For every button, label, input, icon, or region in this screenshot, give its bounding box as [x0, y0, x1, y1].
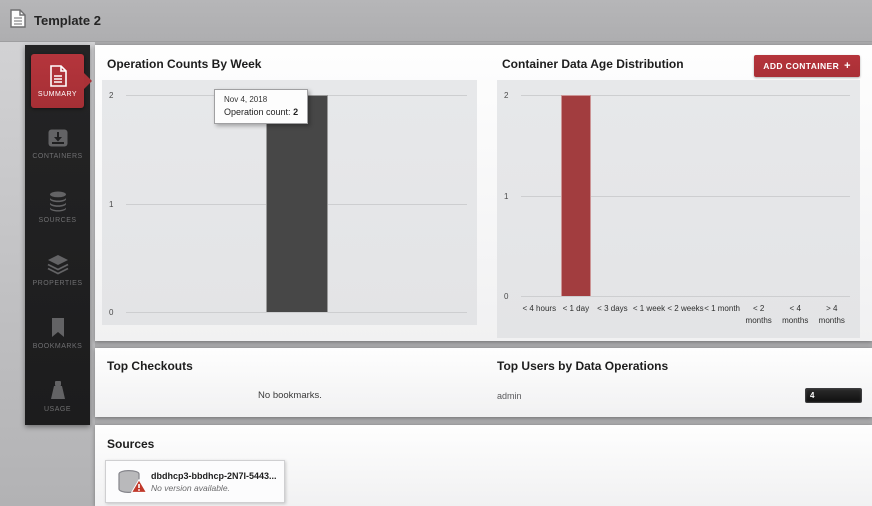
- warning-icon: [130, 478, 148, 498]
- stats-panel: Top Checkouts No bookmarks. Top Users by…: [95, 348, 872, 417]
- bar-slot: [631, 95, 668, 296]
- app-header: Template 2: [0, 0, 872, 42]
- top-checkouts-title: Top Checkouts: [107, 359, 193, 373]
- y-axis-tick: 1: [109, 199, 114, 209]
- gridline: [521, 296, 850, 297]
- sidebar-item-usage[interactable]: USAGE: [25, 368, 90, 424]
- x-axis-label: > 4 months: [818, 304, 845, 325]
- x-axis-label: < 3 days: [597, 304, 628, 313]
- y-axis-tick: 1: [504, 191, 509, 201]
- add-container-button[interactable]: ADD CONTAINER +: [754, 55, 860, 77]
- source-database-icon: [116, 469, 148, 495]
- operations-count-value: 4: [810, 391, 815, 400]
- y-axis-tick: 2: [109, 91, 114, 100]
- operations-count-bar: 4: [805, 388, 862, 403]
- sidebar-item-label: USAGE: [43, 405, 71, 413]
- gridline: [126, 312, 467, 313]
- x-axis-label: < 1 week: [632, 304, 666, 313]
- bar[interactable]: [560, 95, 591, 296]
- layers-icon: [47, 254, 69, 275]
- sidebar-item-containers[interactable]: CONTAINERS: [25, 116, 90, 172]
- template-document-icon: [10, 8, 26, 33]
- bar-slot: [126, 95, 467, 312]
- container-icon: [47, 128, 69, 148]
- source-text: dbdhcp3-bbdhcp-2N7I-5443... No version a…: [151, 471, 277, 493]
- x-axis-label: < 2 weeks: [667, 304, 704, 313]
- operation-counts-plot: Nov 4, 2018 Operation count: 2 0 1 2: [102, 80, 477, 325]
- bookmark-icon: [50, 317, 66, 338]
- page-title: Template 2: [34, 13, 101, 28]
- usage-icon: [48, 380, 68, 401]
- sidebar-item-label: SOURCES: [38, 216, 77, 224]
- sidebar-item-bookmarks[interactable]: BOOKMARKS: [25, 305, 90, 361]
- bars-area: [521, 95, 850, 296]
- sidebar-item-label: PROPERTIES: [32, 279, 83, 287]
- chart-title: Operation Counts By Week: [107, 57, 262, 71]
- source-name: dbdhcp3-bbdhcp-2N7I-5443...: [151, 470, 277, 481]
- bar-slot: [594, 95, 631, 296]
- x-axis-label: < 4 months: [782, 304, 809, 325]
- top-users-title: Top Users by Data Operations: [497, 359, 669, 373]
- tooltip-date: Nov 4, 2018: [224, 95, 268, 104]
- sidebar-item-sources[interactable]: SOURCES: [25, 179, 90, 235]
- x-axis-label: < 2 months: [745, 304, 772, 325]
- chart-tooltip: Nov 4, 2018 Operation count: 2: [214, 89, 309, 124]
- sidebar-item-label: BOOKMARKS: [32, 342, 83, 350]
- bar-slot: [814, 95, 851, 296]
- sidebar-item-summary[interactable]: SUMMARY: [25, 53, 92, 109]
- tooltip-value-line: Operation count: 2: [224, 107, 299, 117]
- plus-icon: +: [844, 60, 851, 72]
- top-checkouts-section: Top Checkouts No bookmarks.: [95, 348, 485, 417]
- sidebar-item-label: CONTAINERS: [32, 153, 83, 160]
- top-users-section: Top Users by Data Operations admin 4: [485, 348, 872, 417]
- charts-panel: Operation Counts By Week Nov 4, 2018 Ope…: [95, 45, 872, 341]
- gridline: [521, 195, 850, 197]
- y-axis-tick: 0: [504, 292, 509, 301]
- sources-panel: Sources dbdhcp3-bbdhcp-2N: [95, 425, 872, 506]
- user-name: admin: [497, 390, 522, 401]
- sources-title: Sources: [107, 437, 155, 451]
- operation-counts-chart: Operation Counts By Week Nov 4, 2018 Ope…: [95, 45, 485, 341]
- chart-title: Container Data Age Distribution: [502, 57, 684, 71]
- data-age-chart: Container Data Age Distribution ADD CONT…: [485, 45, 872, 341]
- sidebar-nav: SUMMARY CONTAINERS SOURCES: [25, 45, 92, 425]
- data-age-chart-header: Container Data Age Distribution ADD CONT…: [497, 55, 860, 80]
- document-icon: [48, 64, 68, 87]
- source-card[interactable]: dbdhcp3-bbdhcp-2N7I-5443... No version a…: [105, 460, 285, 503]
- x-axis-label: < 1 day: [562, 304, 590, 313]
- add-container-label: ADD CONTAINER: [763, 61, 840, 71]
- sidebar-item-properties[interactable]: PROPERTIES: [25, 242, 90, 298]
- source-status: No version available.: [151, 482, 230, 493]
- x-axis-label: < 1 month: [704, 304, 740, 313]
- sidebar-item-label: SUMMARY: [37, 90, 78, 98]
- y-axis-tick: 0: [109, 308, 114, 317]
- x-axis-labels: < 4 hours < 1 day < 3 days < 1 week < 2 week…: [521, 296, 850, 327]
- bar-slot: [558, 95, 595, 296]
- main-content: Operation Counts By Week Nov 4, 2018 Ope…: [95, 45, 872, 506]
- bar-slot: [777, 95, 814, 296]
- user-row: admin 4: [497, 388, 862, 403]
- empty-message: No bookmarks.: [258, 390, 322, 401]
- bars-area: [126, 95, 467, 312]
- summary-active-tile: SUMMARY: [31, 54, 92, 108]
- x-axis-label: < 4 hours: [522, 304, 557, 313]
- bar-slot: [704, 95, 741, 296]
- bar-slot: [667, 95, 704, 296]
- database-icon: [48, 191, 68, 212]
- gridline: [521, 95, 850, 96]
- y-axis-tick: 2: [504, 91, 509, 100]
- bar[interactable]: [265, 95, 328, 312]
- bar-slot: [740, 95, 777, 296]
- data-age-plot: 0 1 2 < 4 hours < 1 day < 3 days < 1 week < 2 w…: [497, 80, 860, 338]
- bar-slot: [521, 95, 558, 296]
